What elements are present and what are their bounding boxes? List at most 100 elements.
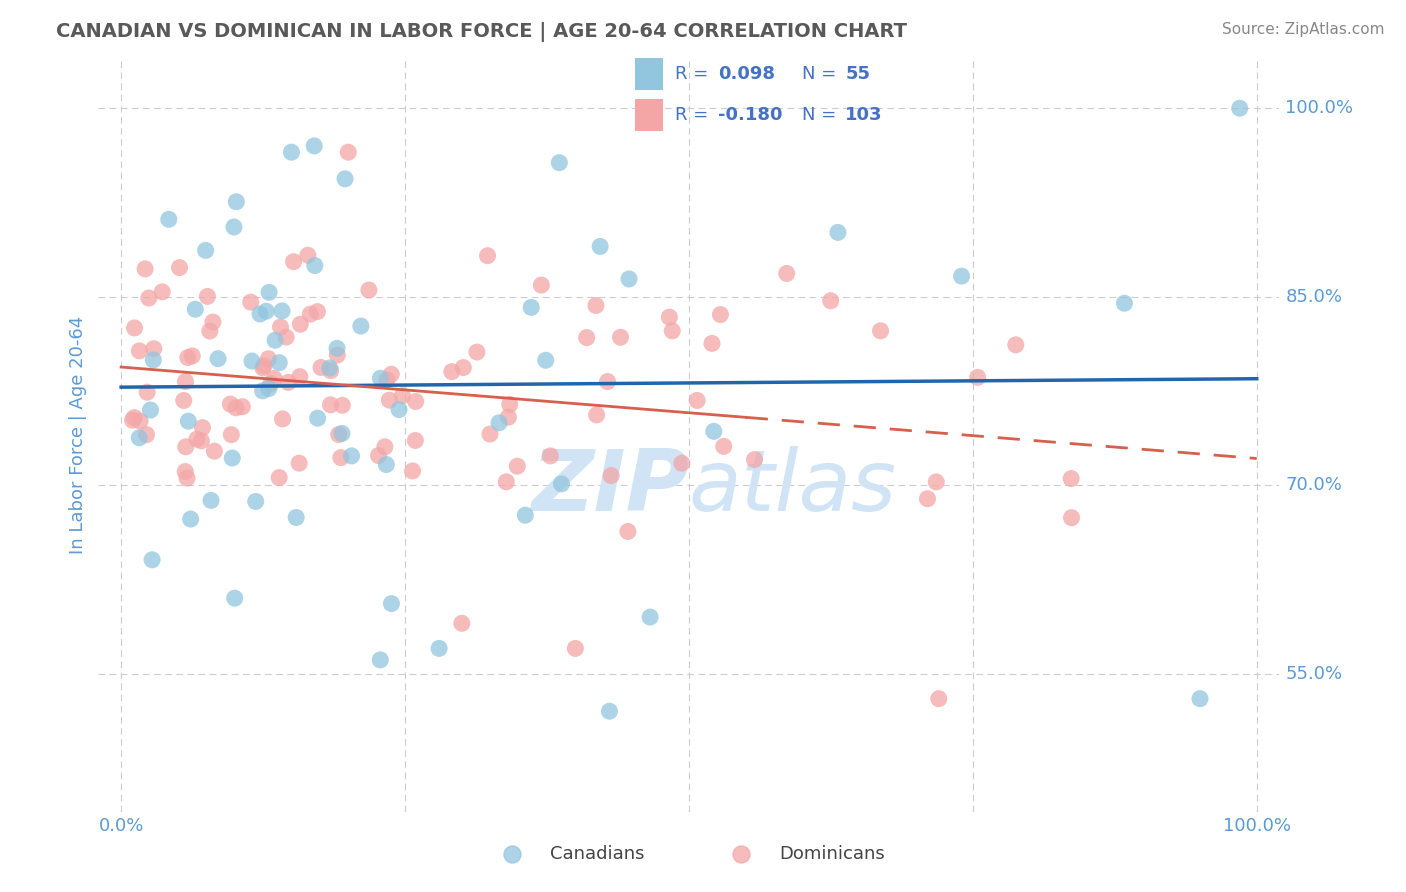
Text: atlas: atlas [689, 446, 897, 529]
Point [730, 847, 752, 861]
Point [277, 376, 299, 390]
Point [337, 145, 360, 160]
Point [478, 427, 501, 442]
Point [827, 226, 849, 240]
Point [129, 414, 152, 428]
Point [776, 267, 799, 281]
Point [257, 285, 280, 300]
Point [713, 439, 735, 453]
Point [596, 375, 619, 389]
Text: R =: R = [675, 106, 714, 124]
Point [585, 298, 607, 312]
Point [197, 289, 219, 303]
Point [329, 450, 352, 465]
Point [495, 475, 517, 489]
Point [506, 459, 529, 474]
Point [307, 411, 329, 425]
Point [700, 336, 723, 351]
Point [453, 360, 475, 375]
Point [589, 239, 612, 253]
Text: Canadians: Canadians [550, 845, 644, 863]
Point [465, 345, 488, 359]
Point [585, 408, 607, 422]
Point [249, 307, 271, 321]
Text: Dominicans: Dominicans [779, 845, 886, 863]
Point [380, 597, 402, 611]
Point [638, 610, 661, 624]
Text: -0.180: -0.180 [718, 106, 783, 124]
Point [374, 440, 396, 454]
Point [299, 307, 322, 321]
Point [184, 302, 207, 317]
Point [138, 291, 160, 305]
Text: N =: N = [801, 65, 842, 83]
Point [174, 440, 197, 454]
Point [124, 410, 146, 425]
Point [378, 393, 401, 408]
Point [190, 434, 212, 448]
Point [380, 368, 402, 382]
Point [340, 449, 363, 463]
Point [240, 354, 263, 368]
Point [318, 361, 340, 376]
Point [280, 145, 302, 160]
Point [202, 444, 225, 458]
Point [600, 468, 623, 483]
Point [174, 465, 197, 479]
Text: 70.0%: 70.0% [1285, 476, 1343, 494]
Point [198, 324, 221, 338]
Point [139, 403, 162, 417]
Point [302, 139, 325, 153]
Point [515, 508, 537, 523]
Point [550, 476, 572, 491]
Point [186, 432, 208, 446]
Point [207, 351, 229, 366]
Point [820, 293, 842, 308]
Point [142, 353, 165, 368]
Text: 0.098: 0.098 [718, 65, 776, 83]
Point [370, 371, 392, 385]
Point [330, 398, 353, 412]
FancyBboxPatch shape [636, 99, 662, 131]
Point [260, 376, 283, 391]
Point [252, 384, 274, 398]
Point [427, 641, 450, 656]
Point [530, 278, 553, 293]
Point [367, 449, 389, 463]
Point [270, 320, 292, 334]
Point [950, 269, 973, 284]
Text: Source: ZipAtlas.com: Source: ZipAtlas.com [1222, 22, 1385, 37]
Point [269, 470, 291, 484]
Point [176, 471, 198, 485]
Point [326, 348, 349, 362]
Point [744, 452, 766, 467]
Text: 103: 103 [845, 106, 883, 124]
Point [391, 389, 413, 403]
Point [1188, 691, 1211, 706]
Point [222, 219, 245, 234]
Point [283, 254, 305, 268]
Point [219, 397, 242, 411]
Point [239, 295, 262, 310]
Point [307, 304, 329, 318]
Point [297, 248, 319, 262]
Point [271, 412, 294, 426]
Point [703, 425, 725, 439]
Point [288, 369, 311, 384]
Point [174, 375, 197, 389]
Point [169, 260, 191, 275]
Point [269, 356, 291, 370]
Point [404, 434, 426, 448]
Point [142, 342, 165, 356]
FancyBboxPatch shape [636, 58, 662, 90]
Point [136, 385, 159, 400]
Point [201, 315, 224, 329]
Point [1060, 472, 1083, 486]
Point [180, 512, 202, 526]
Text: R =: R = [675, 65, 714, 83]
Point [917, 491, 939, 506]
Point [357, 283, 380, 297]
Point [709, 308, 731, 322]
Point [264, 333, 287, 347]
Point [499, 397, 522, 411]
